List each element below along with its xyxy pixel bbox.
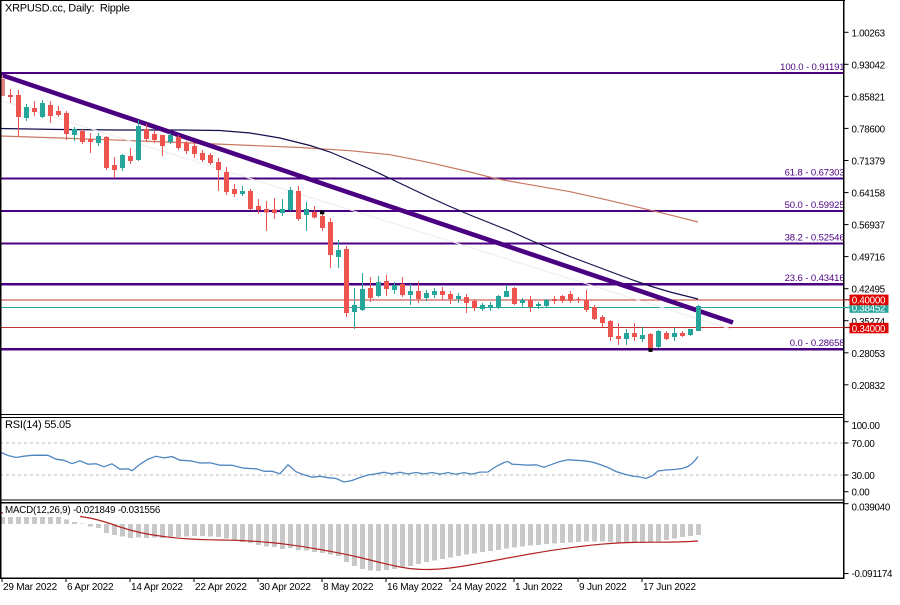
svg-text:16 May 2022: 16 May 2022 [387, 582, 443, 593]
svg-text:22 Apr 2022: 22 Apr 2022 [195, 582, 247, 593]
svg-text:0.38452: 0.38452 [852, 303, 885, 314]
svg-text:0.00: 0.00 [852, 488, 871, 499]
svg-text:17 Jun 2022: 17 Jun 2022 [643, 582, 696, 593]
svg-text:9 Jun 2022: 9 Jun 2022 [579, 582, 627, 593]
svg-text:70.00: 70.00 [852, 439, 876, 450]
svg-text:0.039040: 0.039040 [852, 503, 891, 514]
svg-text:38.2 - 0.52546: 38.2 - 0.52546 [785, 232, 845, 243]
svg-text:0.20832: 0.20832 [852, 381, 885, 392]
svg-text:0.49716: 0.49716 [852, 253, 886, 264]
svg-text:0.85821: 0.85821 [852, 92, 885, 103]
svg-text:30 Apr 2022: 30 Apr 2022 [259, 582, 311, 593]
svg-text:50.0 - 0.59925: 50.0 - 0.59925 [785, 200, 845, 211]
svg-text:100.00: 100.00 [852, 421, 881, 432]
svg-text:0.78600: 0.78600 [852, 124, 886, 135]
svg-text:100.0 - 0.91191: 100.0 - 0.91191 [780, 62, 844, 73]
svg-text:0.42495: 0.42495 [852, 285, 886, 296]
svg-text:RSI(14) 55.05: RSI(14) 55.05 [5, 419, 71, 431]
svg-text:0.64158: 0.64158 [852, 189, 886, 200]
svg-text:0.93042: 0.93042 [852, 60, 885, 71]
svg-text:0.40000: 0.40000 [852, 296, 886, 307]
svg-text:8 May 2022: 8 May 2022 [323, 582, 374, 593]
svg-text:0.71379: 0.71379 [852, 157, 885, 168]
svg-text:0.28053: 0.28053 [852, 349, 886, 360]
svg-text:0.56937: 0.56937 [852, 221, 885, 232]
svg-text:14 Apr 2022: 14 Apr 2022 [131, 582, 183, 593]
svg-text:30.00: 30.00 [852, 471, 876, 482]
svg-text:0.0 - 0.28658: 0.0 - 0.28658 [790, 338, 845, 349]
svg-text:6 Apr 2022: 6 Apr 2022 [67, 582, 114, 593]
svg-text:1 Jun 2022: 1 Jun 2022 [515, 582, 563, 593]
svg-text:-0.091174: -0.091174 [852, 569, 894, 580]
svg-text:29 Mar 2022: 29 Mar 2022 [3, 582, 58, 593]
svg-text:0.35274: 0.35274 [852, 317, 886, 328]
svg-text:61.8 - 0.67303: 61.8 - 0.67303 [785, 167, 845, 178]
svg-text:23.6 - 0.43416: 23.6 - 0.43416 [785, 273, 845, 284]
svg-text:24 May 2022: 24 May 2022 [451, 582, 507, 593]
svg-text:XRPUSD.cc, Daily: Ripple: XRPUSD.cc, Daily: Ripple [5, 3, 130, 15]
svg-text:0.34000: 0.34000 [852, 324, 886, 335]
svg-text:MACD(12,26,9) -0.021849 -0.031: MACD(12,26,9) -0.021849 -0.031556 [5, 505, 161, 516]
svg-text:1.00263: 1.00263 [852, 28, 886, 39]
